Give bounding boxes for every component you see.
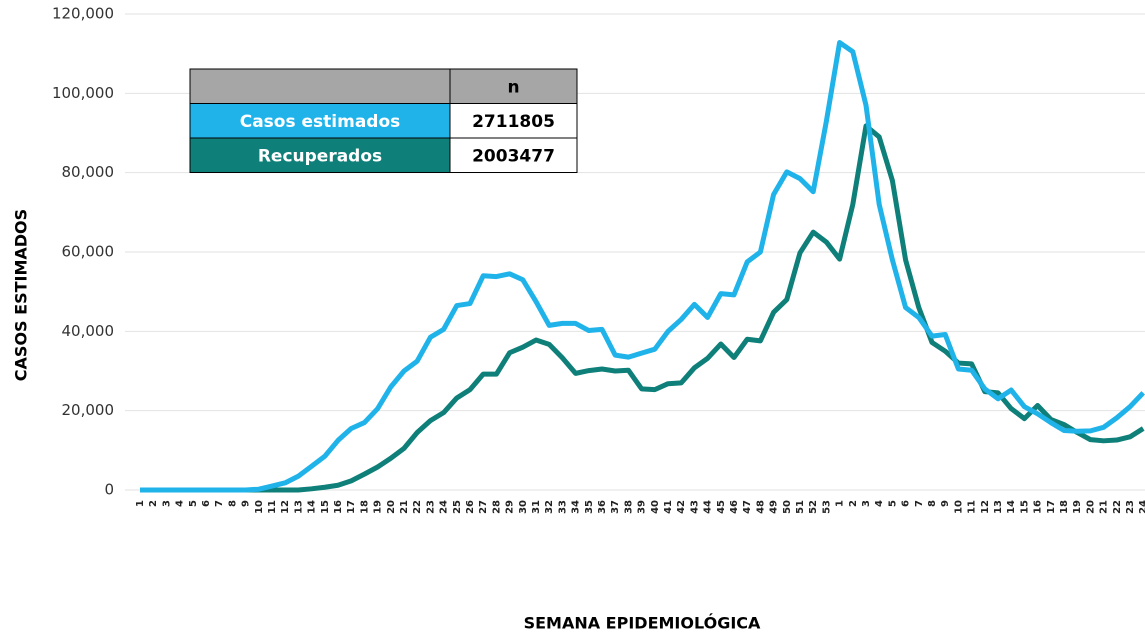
- x-tick-label: 33: [557, 500, 568, 514]
- x-tick-label: 45: [716, 500, 727, 514]
- x-tick-label: 15: [1019, 500, 1030, 514]
- x-tick-label: 41: [663, 500, 674, 514]
- x-tick-label: 52: [808, 500, 819, 514]
- x-tick-label: 5: [887, 500, 898, 507]
- table-value: 2711805: [472, 112, 555, 132]
- x-tick-label: 18: [359, 500, 370, 514]
- x-tick-label: 1: [135, 500, 146, 507]
- x-tick-label: 53: [821, 500, 832, 514]
- x-tick-label: 1: [835, 500, 846, 507]
- x-tick-label: 28: [491, 500, 502, 514]
- x-tick-label: 9: [940, 500, 951, 507]
- x-tick-label: 31: [531, 500, 542, 514]
- x-tick-label: 27: [478, 500, 489, 514]
- x-tick-label: 40: [650, 500, 661, 514]
- x-tick-label: 4: [175, 500, 186, 507]
- x-tick-label: 10: [953, 500, 964, 514]
- x-tick-label: 14: [307, 500, 318, 514]
- x-tick-label: 20: [1085, 500, 1096, 514]
- legend-label: Recuperados: [258, 146, 382, 166]
- x-tick-label: 6: [901, 500, 912, 507]
- x-tick-label: 6: [201, 500, 212, 507]
- x-tick-label: 24: [439, 500, 450, 514]
- x-tick-label: 25: [452, 500, 463, 514]
- x-tick-label: 32: [544, 500, 555, 514]
- x-tick-label: 3: [861, 500, 872, 507]
- x-tick-label: 36: [597, 500, 608, 514]
- y-tick-label: 60,000: [62, 243, 115, 261]
- x-tick-label: 35: [584, 500, 595, 514]
- x-tick-label: 14: [1006, 500, 1017, 514]
- x-tick-label: 9: [241, 500, 252, 507]
- x-tick-label: 7: [214, 500, 225, 507]
- x-axis-label: SEMANA EPIDEMIOLÓGICA: [524, 614, 761, 633]
- x-tick-label: 37: [610, 500, 621, 514]
- x-tick-label: 48: [755, 500, 766, 514]
- series-line: [140, 123, 1145, 493]
- x-tick-label: 44: [703, 500, 714, 514]
- table-value-cell: [449, 137, 578, 173]
- y-tick-label: 0: [104, 481, 114, 499]
- x-tick-label: 20: [386, 500, 397, 514]
- table-value-cell: [449, 103, 578, 139]
- y-tick-label: 100,000: [52, 84, 114, 102]
- x-tick-label: 23: [425, 500, 436, 514]
- x-tick-label: 26: [465, 500, 476, 514]
- x-tick-label: 2: [148, 500, 159, 507]
- x-tick-label: 8: [927, 500, 938, 507]
- x-tick-label: 19: [373, 500, 384, 514]
- x-tick-label: 22: [1112, 500, 1123, 514]
- x-tick-label: 5: [188, 500, 199, 507]
- x-tick-label: 11: [267, 500, 278, 514]
- x-tick-label: 12: [980, 500, 991, 514]
- x-tick-label: 21: [1099, 500, 1110, 514]
- x-tick-label: 13: [993, 500, 1004, 514]
- x-tick-label: 17: [1046, 500, 1057, 514]
- table-header: n: [507, 77, 519, 97]
- x-tick-label: 49: [769, 500, 780, 514]
- series-line: [140, 40, 1145, 493]
- x-tick-label: 4: [874, 500, 885, 507]
- x-tick-label: 8: [227, 500, 238, 507]
- x-tick-label: 30: [518, 500, 529, 514]
- y-tick-label: 40,000: [62, 322, 115, 340]
- x-tick-label: 21: [399, 500, 410, 514]
- x-tick-label: 34: [571, 500, 582, 514]
- y-axis-label: CASOS ESTIMADOS: [12, 209, 31, 381]
- x-tick-label: 51: [795, 500, 806, 514]
- x-tick-label: 19: [1072, 500, 1083, 514]
- x-tick-label: 16: [333, 500, 344, 514]
- x-tick-label: 43: [689, 500, 700, 514]
- x-tick-label: 2: [848, 500, 859, 507]
- x-tick-label: 24: [1138, 500, 1145, 514]
- x-tick-label: 13: [293, 500, 304, 514]
- x-tick-label: 7: [914, 500, 925, 507]
- x-tick-label: 18: [1059, 500, 1070, 514]
- x-tick-label: 50: [782, 500, 793, 514]
- table-header-cell: [189, 68, 451, 104]
- y-tick-label: 120,000: [52, 5, 114, 23]
- x-tick-label: 46: [729, 500, 740, 514]
- x-tick-label: 17: [346, 500, 357, 514]
- x-tick-label: 12: [280, 500, 291, 514]
- y-tick-label: 80,000: [62, 163, 115, 181]
- x-tick-label: 15: [320, 500, 331, 514]
- x-tick-label: 22: [412, 500, 423, 514]
- legend-label: Casos estimados: [240, 112, 401, 132]
- table-header-cell: [449, 68, 578, 104]
- summary-table: n Casos estimados 2711805 Recuperados 200347…: [189, 68, 578, 173]
- y-tick-label: 20,000: [62, 401, 115, 419]
- table-value: 2003477: [472, 146, 555, 166]
- x-tick-label: 10: [254, 500, 265, 514]
- x-tick-label: 3: [161, 500, 172, 507]
- x-tick-label: 38: [623, 500, 634, 514]
- x-tick-label: 29: [505, 500, 516, 514]
- x-tick-label: 42: [676, 500, 687, 514]
- x-tick-label: 11: [967, 500, 978, 514]
- x-tick-label: 39: [637, 500, 648, 514]
- x-tick-label: 16: [1033, 500, 1044, 514]
- x-tick-label: 23: [1125, 500, 1136, 514]
- x-tick-label: 47: [742, 500, 753, 514]
